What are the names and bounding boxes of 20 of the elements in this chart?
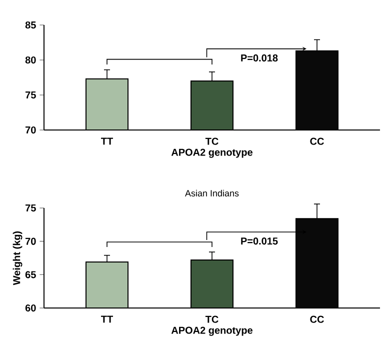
- x-axis-title: APOA2 genotype: [171, 326, 252, 336]
- y-axis-title: Weight (kg): [12, 231, 22, 286]
- annotation: P=0.015: [241, 238, 278, 245]
- x-tick-label: TT: [101, 138, 114, 145]
- y-tick-label: 70: [26, 238, 36, 245]
- y-tick-label: 70: [26, 126, 36, 134]
- x-tick-label: TC: [205, 138, 218, 145]
- annotation: P=0.018: [241, 54, 278, 62]
- y-tick-label: 65: [25, 271, 36, 278]
- y-tick-label: 60: [25, 304, 36, 312]
- x-tick-label: TC: [205, 316, 218, 323]
- x-axis-title: APOA2 genotype: [171, 148, 252, 158]
- chart-title: Asian Indians: [184, 190, 239, 196]
- y-tick-label: 85: [25, 21, 36, 29]
- x-tick-label: TT: [101, 316, 114, 323]
- x-tick-label: CC: [310, 138, 324, 145]
- y-tick-label: 80: [25, 56, 36, 64]
- y-tick-label: 75: [26, 204, 36, 212]
- y-tick-label: 75: [26, 92, 36, 98]
- x-tick-label: CC: [310, 316, 324, 323]
